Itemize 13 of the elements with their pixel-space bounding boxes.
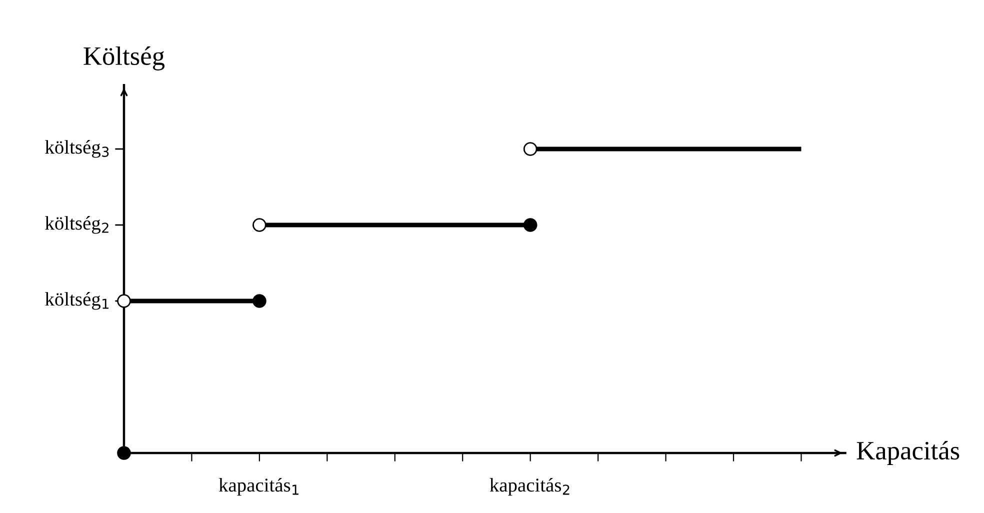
point bbox=[117, 294, 131, 308]
point bbox=[523, 218, 538, 232]
point bbox=[252, 218, 266, 232]
point bbox=[117, 446, 131, 460]
point bbox=[252, 294, 266, 308]
y-axis-title: Költség bbox=[84, 46, 165, 70]
text: költség$_{3}$ bbox=[45, 140, 109, 158]
text: költség$_{2}$ bbox=[45, 216, 108, 234]
x-axis-title: Kapacitás bbox=[856, 440, 960, 465]
x-tick-label: kapacitás$_{1}$ bbox=[218, 478, 298, 496]
text: költség$_{1}$ bbox=[45, 292, 108, 310]
point bbox=[523, 142, 538, 156]
x-tick-label: kapacitás$_{2}$ bbox=[490, 478, 570, 496]
